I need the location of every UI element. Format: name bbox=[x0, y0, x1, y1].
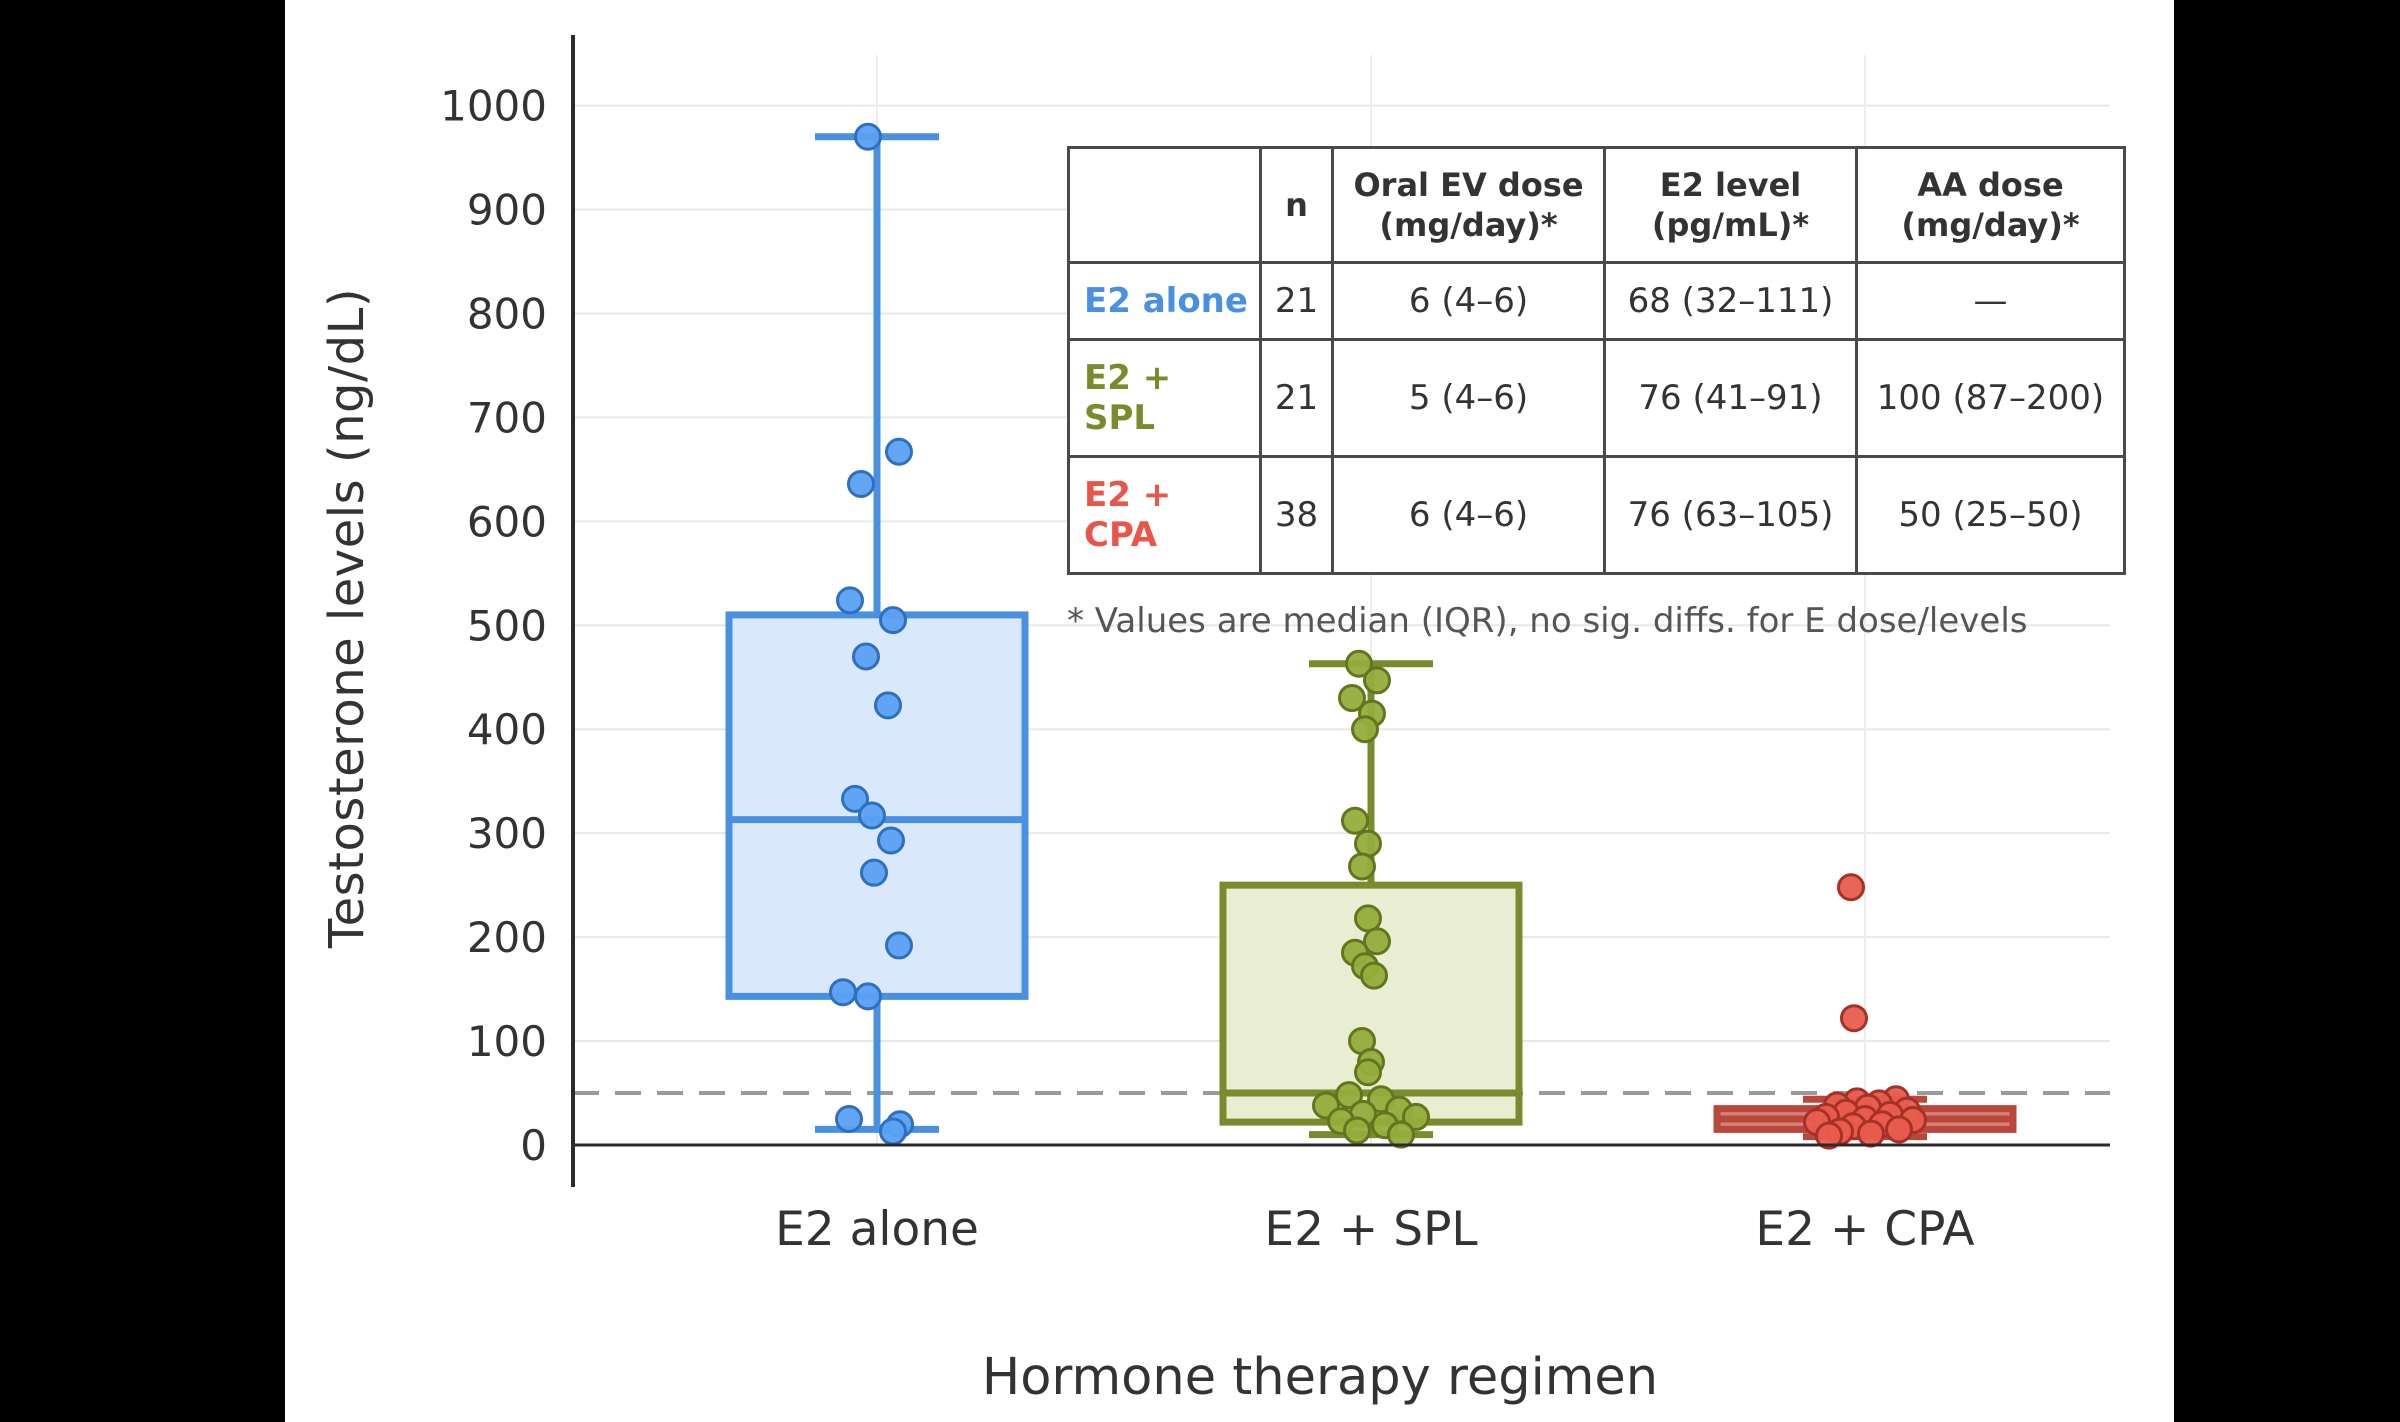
boxplot-svg: 0 100 200 300 400 500 600 700 800 900 1000 E2 alone… bbox=[440, 35, 2110, 1257]
table-footnote: * Values are median (IQR), no sig. diffs… bbox=[1067, 601, 2028, 641]
table-cell: 76 (41–91) bbox=[1603, 338, 1858, 458]
table-row: E2 + CPA 38 6 (4–6) 76 (63–105) 50 (25–50) bbox=[1067, 455, 2126, 575]
y-tick-labels: 0 100 200 300 400 500 600 700 800 900 1000 bbox=[440, 82, 547, 1170]
y-tick-label: 600 bbox=[467, 497, 547, 546]
table-cell: 6 (4–6) bbox=[1331, 261, 1606, 341]
y-tick-label: 700 bbox=[467, 393, 547, 442]
table-cell: 6 (4–6) bbox=[1331, 455, 1606, 575]
box-group-e2-spl bbox=[1219, 649, 1523, 1149]
data-points bbox=[1312, 649, 1430, 1149]
table-cell: 100 (87–200) bbox=[1855, 338, 2126, 458]
x-tick-label: E2 + SPL bbox=[1264, 1202, 1477, 1257]
letterbox-left bbox=[0, 0, 285, 1422]
table-cell: 76 (63–105) bbox=[1603, 455, 1858, 575]
table-header-cell: E2 level (pg/mL)* bbox=[1603, 146, 1858, 264]
summary-table-box: n Oral EV dose (mg/day)* E2 level (pg/mL)*… bbox=[1067, 146, 2126, 641]
y-tick-label: 500 bbox=[467, 601, 547, 650]
y-tick-label: 300 bbox=[467, 809, 547, 858]
x-tick-label: E2 alone bbox=[775, 1202, 979, 1257]
table-cell: 50 (25–50) bbox=[1855, 455, 2126, 575]
summary-table: n Oral EV dose (mg/day)* E2 level (pg/mL)*… bbox=[1067, 146, 2126, 575]
y-tick-label: 400 bbox=[467, 705, 547, 754]
x-tick-labels: E2 alone E2 + SPL E2 + CPA bbox=[775, 1202, 1975, 1257]
y-tick-label: 200 bbox=[467, 913, 547, 962]
table-cell: 21 bbox=[1259, 338, 1334, 458]
table-row: E2 alone 21 6 (4–6) 68 (32–111) — bbox=[1067, 261, 2126, 341]
y-tick-label: 800 bbox=[467, 289, 547, 338]
chart-panel: 0 100 200 300 400 500 600 700 800 900 1000 E2 alone… bbox=[285, 0, 2174, 1422]
y-tick-label: 1000 bbox=[440, 82, 547, 131]
table-header-cell bbox=[1067, 146, 1262, 264]
y-tick-label: 0 bbox=[520, 1121, 547, 1170]
data-points bbox=[1803, 873, 1927, 1150]
table-cell: 38 bbox=[1259, 455, 1334, 575]
table-cell: 5 (4–6) bbox=[1331, 338, 1606, 458]
data-points bbox=[829, 122, 914, 1146]
table-header-cell: Oral EV dose (mg/day)* bbox=[1331, 146, 1606, 264]
table-header-row: n Oral EV dose (mg/day)* E2 level (pg/mL)*… bbox=[1067, 146, 2126, 264]
table-row-label: E2 + CPA bbox=[1067, 455, 1262, 575]
box-group-e2-alone bbox=[725, 122, 1029, 1146]
table-cell: — bbox=[1855, 261, 2126, 341]
table-header-cell: AA dose (mg/day)* bbox=[1855, 146, 2126, 264]
table-row-label: E2 + SPL bbox=[1067, 338, 1262, 458]
letterbox-right bbox=[2174, 0, 2400, 1422]
table-row: E2 + SPL 21 5 (4–6) 76 (41–91) 100 (87–200) bbox=[1067, 338, 2126, 458]
table-cell: 68 (32–111) bbox=[1603, 261, 1858, 341]
x-tick-label: E2 + CPA bbox=[1755, 1202, 1974, 1257]
table-row-label: E2 alone bbox=[1067, 261, 1262, 341]
box-group-e2-cpa bbox=[1713, 873, 2017, 1150]
table-cell: 21 bbox=[1259, 261, 1334, 341]
table-header-cell: n bbox=[1259, 146, 1334, 264]
x-axis-title: Hormone therapy regimen bbox=[981, 1348, 1659, 1407]
y-tick-label: 100 bbox=[467, 1017, 547, 1066]
y-axis-title: Testosterone levels (ng/dL) bbox=[319, 287, 375, 949]
y-tick-label: 900 bbox=[467, 186, 547, 235]
